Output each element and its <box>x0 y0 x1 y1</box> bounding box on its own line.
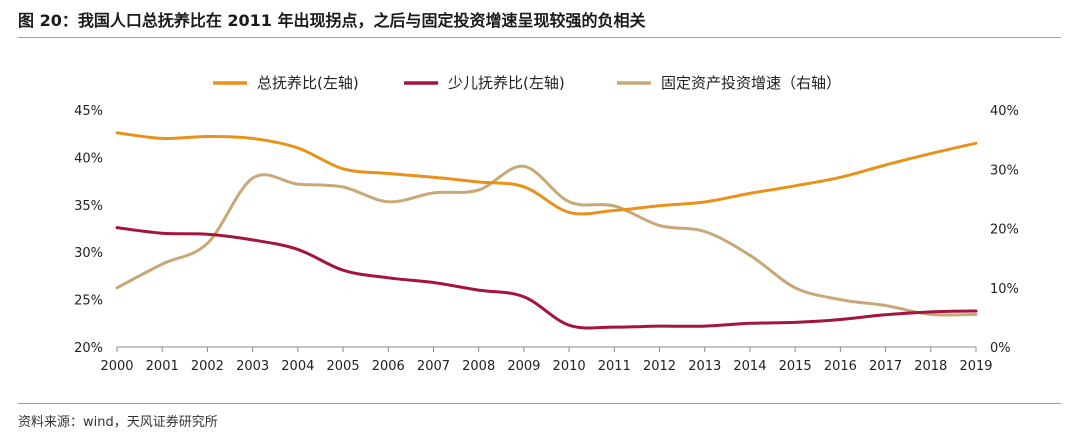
figure-title: 图 20：我国人口总抚养比在 2011 年出现拐点，之后与固定投资增速呈现较强的… <box>18 11 646 30</box>
right-axis-tick-label: 10% <box>990 282 1019 297</box>
x-tick-label: 2010 <box>553 359 586 374</box>
right-axis-tick-label: 0% <box>990 341 1011 356</box>
right-axis-tick-label: 20% <box>990 223 1019 238</box>
x-tick-label: 2012 <box>643 359 676 374</box>
x-tick-label: 2007 <box>417 359 450 374</box>
total-dependency-ratio-line <box>115 131 978 216</box>
x-tick-label: 2005 <box>327 359 360 374</box>
x-tick-label: 2014 <box>733 359 766 374</box>
left-axis-tick-label: 35% <box>74 199 103 214</box>
right-axis-tick-label: 40% <box>990 104 1019 119</box>
legend-label: 少儿抚养比(左轴) <box>448 74 565 92</box>
x-tick-label: 2015 <box>779 359 812 374</box>
fixed-investment-growth-line <box>115 164 978 317</box>
left-axis-tick-label: 40% <box>74 151 103 166</box>
legend-label: 总抚养比(左轴) <box>257 74 359 92</box>
left-axis-tick-label: 20% <box>74 341 103 356</box>
x-tick-label: 2008 <box>462 359 495 374</box>
right-axis-tick-label: 30% <box>990 163 1019 178</box>
source-divider <box>18 403 1061 404</box>
legend-label: 固定资产投资增速（右轴） <box>661 74 841 92</box>
x-tick-label: 2001 <box>146 359 179 374</box>
x-tick-label: 2018 <box>914 359 947 374</box>
x-tick-label: 2011 <box>598 359 631 374</box>
child-dependency-ratio-line <box>115 226 978 330</box>
left-axis-tick-label: 45% <box>74 104 103 119</box>
x-tick-label: 2009 <box>507 359 540 374</box>
dual-axis-line-chart: 2000 2001 2002 2003 2004 2005 2006 2007 2008 2009… <box>74 74 1019 374</box>
x-tick-label: 2002 <box>191 359 224 374</box>
x-tick-label: 2003 <box>236 359 269 374</box>
x-tick-label: 2016 <box>824 359 857 374</box>
x-tick-label: 2004 <box>281 359 314 374</box>
title-divider <box>18 37 1061 38</box>
source-note: 资料来源：wind，天风证券研究所 <box>18 415 218 430</box>
left-axis-tick-label: 25% <box>74 294 103 309</box>
x-tick-label: 2006 <box>372 359 405 374</box>
x-tick-label: 2017 <box>869 359 902 374</box>
x-tick-label: 2019 <box>959 359 992 374</box>
x-tick-label: 2013 <box>688 359 721 374</box>
left-axis-tick-label: 30% <box>74 246 103 261</box>
x-tick-label: 2000 <box>100 359 133 374</box>
